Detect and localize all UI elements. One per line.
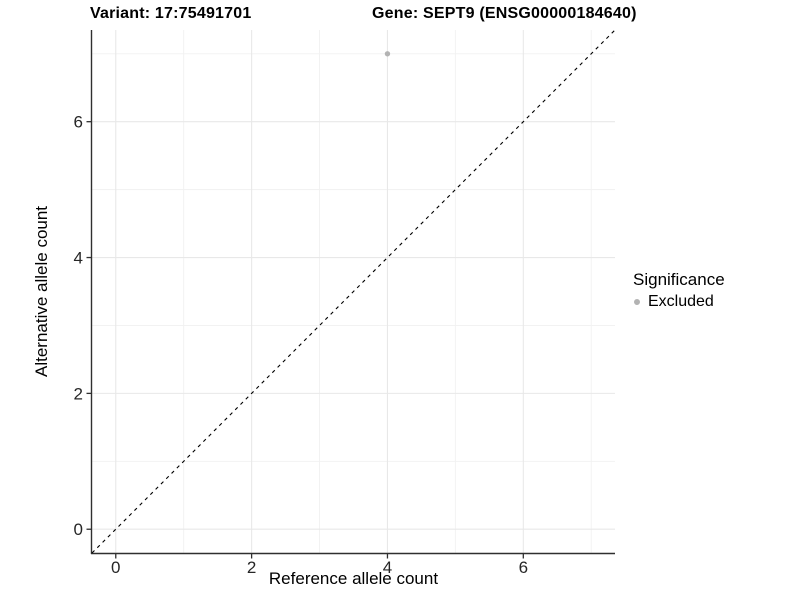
axis-lines <box>90 30 615 555</box>
gene-title: Gene: SEPT9 (ENSG00000184640) <box>372 5 637 22</box>
identity-dashed-line <box>91 29 616 554</box>
legend-item-excluded: Excluded <box>631 293 725 311</box>
variant-title: Variant: 17:75491701 <box>90 5 252 22</box>
y-tick-label: 6 <box>74 113 83 132</box>
legend: Significance Excluded <box>631 270 725 311</box>
x-tick-label: 6 <box>519 558 528 577</box>
data-points <box>384 51 391 57</box>
tick-labels: 0 2 4 6 0 2 4 6 <box>74 113 529 577</box>
x-axis-title: Reference allele count <box>269 569 438 588</box>
x-tick-label: 2 <box>247 558 256 577</box>
y-axis-title: Alternative allele count <box>32 206 51 377</box>
legend-title: Significance <box>633 270 725 289</box>
y-tick-label: 0 <box>74 520 83 539</box>
x-tick-label: 4 <box>383 558 392 577</box>
y-tick-label: 4 <box>74 249 83 268</box>
x-tick-label: 0 <box>111 558 120 577</box>
excluded-data-point <box>384 51 391 57</box>
tick-marks <box>86 121 524 559</box>
major-gridlines <box>92 30 615 553</box>
y-tick-label: 2 <box>74 384 83 403</box>
excluded-swatch-icon <box>634 299 640 305</box>
minor-gridlines <box>92 30 615 553</box>
legend-item-label: Excluded <box>648 293 714 310</box>
